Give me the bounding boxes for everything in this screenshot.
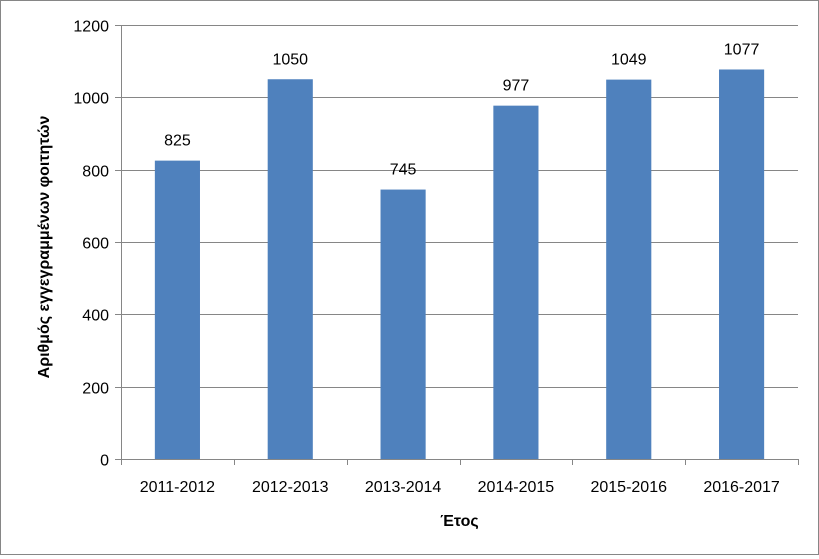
bar	[154, 160, 200, 459]
bars	[154, 69, 765, 460]
bar	[380, 189, 426, 459]
data-label: 745	[390, 162, 417, 179]
y-tick-label: 800	[82, 164, 109, 181]
y-tick-label: 1200	[73, 19, 109, 36]
bar	[606, 79, 652, 459]
data-label: 825	[164, 133, 191, 150]
labels: 0 200 400 600 800 1000 1200 2011-2012 825 2012-20…	[73, 19, 780, 497]
data-label: 1049	[611, 52, 647, 69]
x-tick-label: 2012-2013	[252, 479, 329, 496]
bar	[267, 79, 313, 459]
y-tick-label: 0	[100, 453, 109, 470]
axes	[115, 25, 799, 465]
data-label: 977	[503, 78, 530, 95]
x-tick-label: 2016-2017	[703, 479, 780, 496]
bar	[493, 105, 539, 459]
data-label: 1050	[272, 51, 308, 68]
x-axis-title: Έτος	[440, 513, 478, 530]
bar	[719, 69, 765, 460]
y-tick-label: 600	[82, 236, 109, 253]
y-tick-label: 1000	[73, 91, 109, 108]
y-tick-label: 400	[82, 308, 109, 325]
y-tick-label: 200	[82, 381, 109, 398]
gridlines	[121, 25, 798, 388]
x-tick-label: 2011-2012	[140, 479, 215, 496]
data-label: 1077	[724, 41, 760, 58]
x-tick-label: 2014-2015	[478, 479, 555, 496]
x-tick-label: 2013-2014	[365, 479, 442, 496]
x-tick-label: 2015-2016	[590, 479, 667, 496]
y-axis-title: Αριθμός εγγεγραμμένων φοιτητών	[36, 116, 53, 379]
